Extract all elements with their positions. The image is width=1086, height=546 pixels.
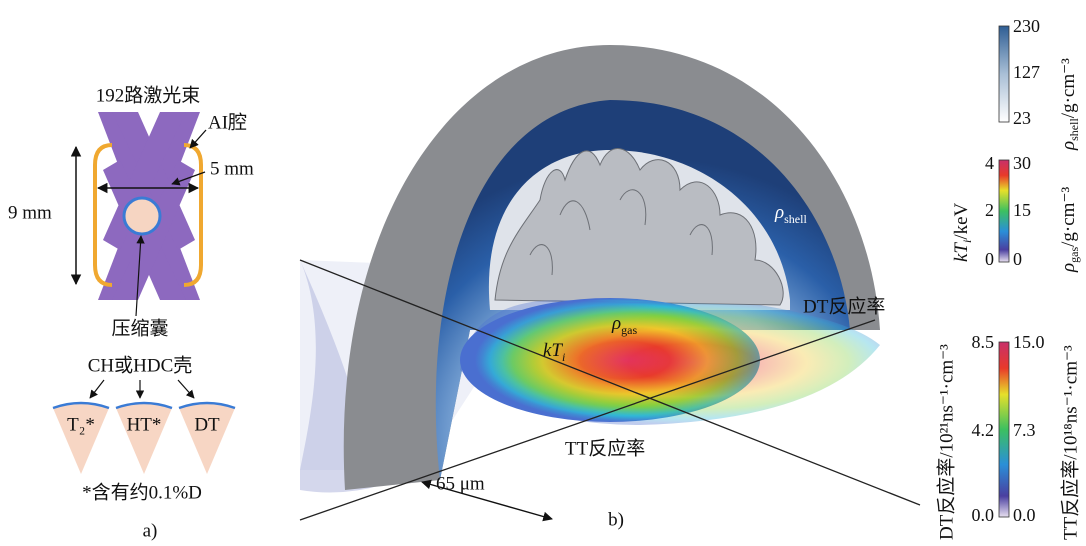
reaction-halo bbox=[460, 300, 880, 425]
panel-b: 65 μm ρshell ρgas kTi DT反应率 TT反应率 b) bbox=[299, 45, 921, 530]
tick-label: 15 bbox=[1013, 200, 1031, 220]
gas-density-label: ρgas bbox=[611, 313, 637, 336]
hohlraum-wall bbox=[93, 143, 113, 287]
tick-label: 0 bbox=[985, 249, 994, 269]
arrow bbox=[135, 235, 145, 317]
arrow bbox=[171, 171, 206, 186]
tick-label: 2 bbox=[985, 200, 994, 220]
plane-edge bbox=[299, 319, 876, 521]
arrows bbox=[89, 379, 195, 399]
scale-label: 65 μm bbox=[436, 473, 485, 494]
shadow bbox=[300, 260, 420, 493]
tick-label: 8.5 bbox=[972, 332, 995, 352]
colorbar-label: TT反应率/10¹⁸ns⁻¹·cm⁻³ bbox=[1059, 345, 1081, 540]
capsule bbox=[122, 196, 162, 236]
tick-label: 0.0 bbox=[1013, 505, 1036, 525]
note: *含有约0.1%D bbox=[82, 481, 202, 503]
tick-label: 127 bbox=[1013, 62, 1040, 82]
fill-label: HT* bbox=[127, 414, 162, 435]
tick-label: 30 bbox=[1013, 153, 1031, 173]
width-label: 5 mm bbox=[210, 158, 254, 179]
scale-arrow bbox=[421, 479, 553, 522]
tick-label: 4.2 bbox=[972, 420, 995, 440]
height-label: 9 mm bbox=[8, 202, 52, 223]
colorbar: 8.5 4.2 0.0 15.0 7.3 0.0 DT反应率/10²¹ns⁻¹·… bbox=[935, 332, 1081, 540]
colorbar: 230 127 23 ρshell/g·cm⁻³ bbox=[998, 16, 1081, 151]
colorbar-label: kTi/keV bbox=[951, 202, 973, 262]
colorbar-scale bbox=[998, 341, 1010, 518]
colorbar-scale bbox=[998, 159, 1010, 263]
fuel-cones bbox=[52, 401, 236, 474]
colorbar-label: ρshell/g·cm⁻³ bbox=[1058, 58, 1080, 151]
shell-label: CH或HDC壳 bbox=[88, 354, 193, 376]
arrow bbox=[189, 129, 207, 149]
beam-label: 192路激光束 bbox=[96, 84, 201, 106]
tick-label: 7.3 bbox=[1013, 420, 1036, 440]
tick-label: 4 bbox=[985, 153, 994, 173]
colorbar-label: ρgas/g·cm⁻³ bbox=[1058, 187, 1080, 273]
panel-label: b) bbox=[608, 509, 624, 530]
panel-a: 192路激光束 AI腔 5 mm 9 mm 压缩囊 CH或HDC壳 T₂* HT… bbox=[8, 84, 254, 541]
plane-edge bbox=[299, 259, 921, 506]
colorbar-label: DT反应率/10²¹ns⁻¹·cm⁻³ bbox=[935, 344, 957, 540]
instabilities bbox=[494, 148, 784, 306]
panel-label: a) bbox=[143, 520, 158, 541]
shell-density-label: ρshell bbox=[774, 202, 807, 225]
capsule-label: 压缩囊 bbox=[111, 317, 168, 339]
tick-label: 23 bbox=[1013, 108, 1031, 128]
tick-label: 15.0 bbox=[1013, 332, 1045, 352]
tick-label: 0 bbox=[1013, 249, 1022, 269]
dt-rate-label: DT反应率 bbox=[803, 295, 885, 317]
tt-rate-label: TT反应率 bbox=[565, 437, 645, 459]
fill-label: DT bbox=[194, 414, 220, 435]
tick-label: 230 bbox=[1013, 16, 1040, 36]
hohlraum-label: AI腔 bbox=[208, 111, 247, 133]
tick-label: 0.0 bbox=[972, 505, 995, 525]
fill-label: T₂* bbox=[67, 414, 95, 435]
colorbar-scale bbox=[998, 25, 1010, 123]
ion-temperature-label: kTi bbox=[543, 340, 565, 363]
colorbar: 4 2 0 30 15 0 kTi/keV ρgas/g·cm⁻³ bbox=[951, 153, 1080, 273]
